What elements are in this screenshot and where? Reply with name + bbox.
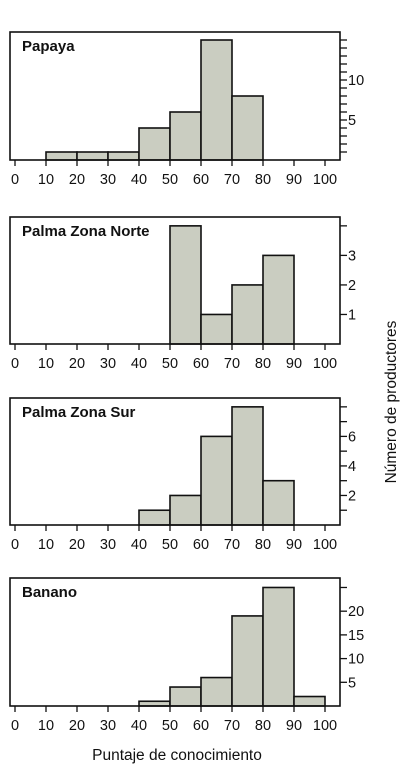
x-tick-label: 20 <box>69 718 85 734</box>
x-tick-label: 50 <box>162 537 178 553</box>
x-tick-label: 10 <box>38 537 54 553</box>
histogram-bar <box>262 479 295 526</box>
histogram-bar <box>200 39 233 161</box>
x-tick-label: 30 <box>100 172 116 188</box>
histogram-bar <box>200 313 233 345</box>
x-tick-label: 70 <box>224 356 240 372</box>
x-tick-label: 70 <box>224 537 240 553</box>
histogram-bar <box>169 111 202 161</box>
x-tick-label: 100 <box>313 537 337 553</box>
histogram-bar <box>200 676 233 707</box>
x-tick-label: 30 <box>100 718 116 734</box>
histogram-bar <box>231 95 264 161</box>
histogram-bar <box>169 494 202 526</box>
panel-frame <box>9 397 341 526</box>
x-tick-label: 80 <box>255 718 271 734</box>
x-tick-label: 100 <box>313 172 337 188</box>
x-tick-label: 10 <box>38 172 54 188</box>
x-tick-label: 10 <box>38 356 54 372</box>
histogram-panel: Palma Zona Norte 0 10 20 30 40 50 60 70 80 90 100 1 2… <box>9 216 356 372</box>
x-tick-label: 0 <box>11 718 19 734</box>
histogram-bar <box>107 151 140 161</box>
x-tick-label: 80 <box>255 172 271 188</box>
panel-frame <box>9 216 341 345</box>
histogram-bar <box>231 406 264 526</box>
y-tick-label: 15 <box>348 628 364 644</box>
x-tick-label: 90 <box>286 718 302 734</box>
y-tick-label: 20 <box>348 604 364 620</box>
histogram-bar <box>262 254 295 345</box>
x-tick-label: 20 <box>69 537 85 553</box>
histogram-bar <box>231 615 264 707</box>
y-axis-title: Número de productores <box>383 320 400 483</box>
histogram-bar <box>169 686 202 707</box>
histogram-panel: Palma Zona Sur 0 10 20 30 40 50 60 70 80 90 100 2 4 6 <box>9 397 356 553</box>
histogram-bar <box>200 435 233 526</box>
x-tick-label: 50 <box>162 718 178 734</box>
x-tick-label: 60 <box>193 718 209 734</box>
x-tick-label: 60 <box>193 172 209 188</box>
y-tick-label: 6 <box>348 429 356 445</box>
histogram-bar <box>138 509 171 526</box>
x-axis-title: Puntaje de conocimiento <box>92 747 262 764</box>
x-tick-label: 30 <box>100 537 116 553</box>
x-tick-label: 0 <box>11 172 19 188</box>
x-tick-label: 50 <box>162 172 178 188</box>
y-tick-label: 5 <box>348 113 356 129</box>
panel-title: Palma Zona Norte <box>22 223 150 240</box>
x-tick-label: 0 <box>11 356 19 372</box>
y-tick-label: 4 <box>348 459 356 475</box>
x-tick-label: 30 <box>100 356 116 372</box>
x-tick-label: 90 <box>286 172 302 188</box>
histogram-bar <box>169 225 202 345</box>
histogram-bar <box>231 284 264 345</box>
panel-frame <box>9 577 341 707</box>
y-tick-label: 10 <box>348 73 364 89</box>
y-tick-label: 10 <box>348 652 364 668</box>
x-tick-label: 40 <box>131 537 147 553</box>
x-tick-label: 20 <box>69 172 85 188</box>
histogram-bar <box>138 127 171 161</box>
histogram-bar <box>76 151 109 161</box>
x-tick-label: 40 <box>131 718 147 734</box>
x-tick-label: 50 <box>162 356 178 372</box>
x-tick-label: 100 <box>313 718 337 734</box>
x-tick-label: 90 <box>286 537 302 553</box>
panel-title: Papaya <box>22 38 75 55</box>
histogram-panel: Banano 0 10 20 30 40 50 60 70 80 90 100 5 10 15 20 <box>9 577 364 734</box>
y-tick-label: 5 <box>348 675 356 691</box>
y-tick-label: 3 <box>348 248 356 264</box>
histogram-bar <box>293 695 326 707</box>
x-tick-label: 70 <box>224 718 240 734</box>
y-tick-label: 1 <box>348 307 356 323</box>
histogram-panel: Papaya 0 10 20 30 40 50 60 70 80 90 100 5 10 <box>9 31 364 188</box>
x-tick-label: 60 <box>193 537 209 553</box>
panel-title: Palma Zona Sur <box>22 404 136 421</box>
y-tick-label: 2 <box>348 278 356 294</box>
x-tick-label: 100 <box>313 356 337 372</box>
x-tick-label: 70 <box>224 172 240 188</box>
x-tick-label: 80 <box>255 356 271 372</box>
x-tick-label: 40 <box>131 356 147 372</box>
x-tick-label: 20 <box>69 356 85 372</box>
x-tick-label: 60 <box>193 356 209 372</box>
histogram-bar <box>262 586 295 707</box>
x-tick-label: 0 <box>11 537 19 553</box>
panel-title: Banano <box>22 584 77 601</box>
y-tick-label: 2 <box>348 488 356 504</box>
x-tick-label: 10 <box>38 718 54 734</box>
x-tick-label: 40 <box>131 172 147 188</box>
x-tick-label: 80 <box>255 537 271 553</box>
x-tick-label: 90 <box>286 356 302 372</box>
histogram-bar <box>45 151 78 161</box>
